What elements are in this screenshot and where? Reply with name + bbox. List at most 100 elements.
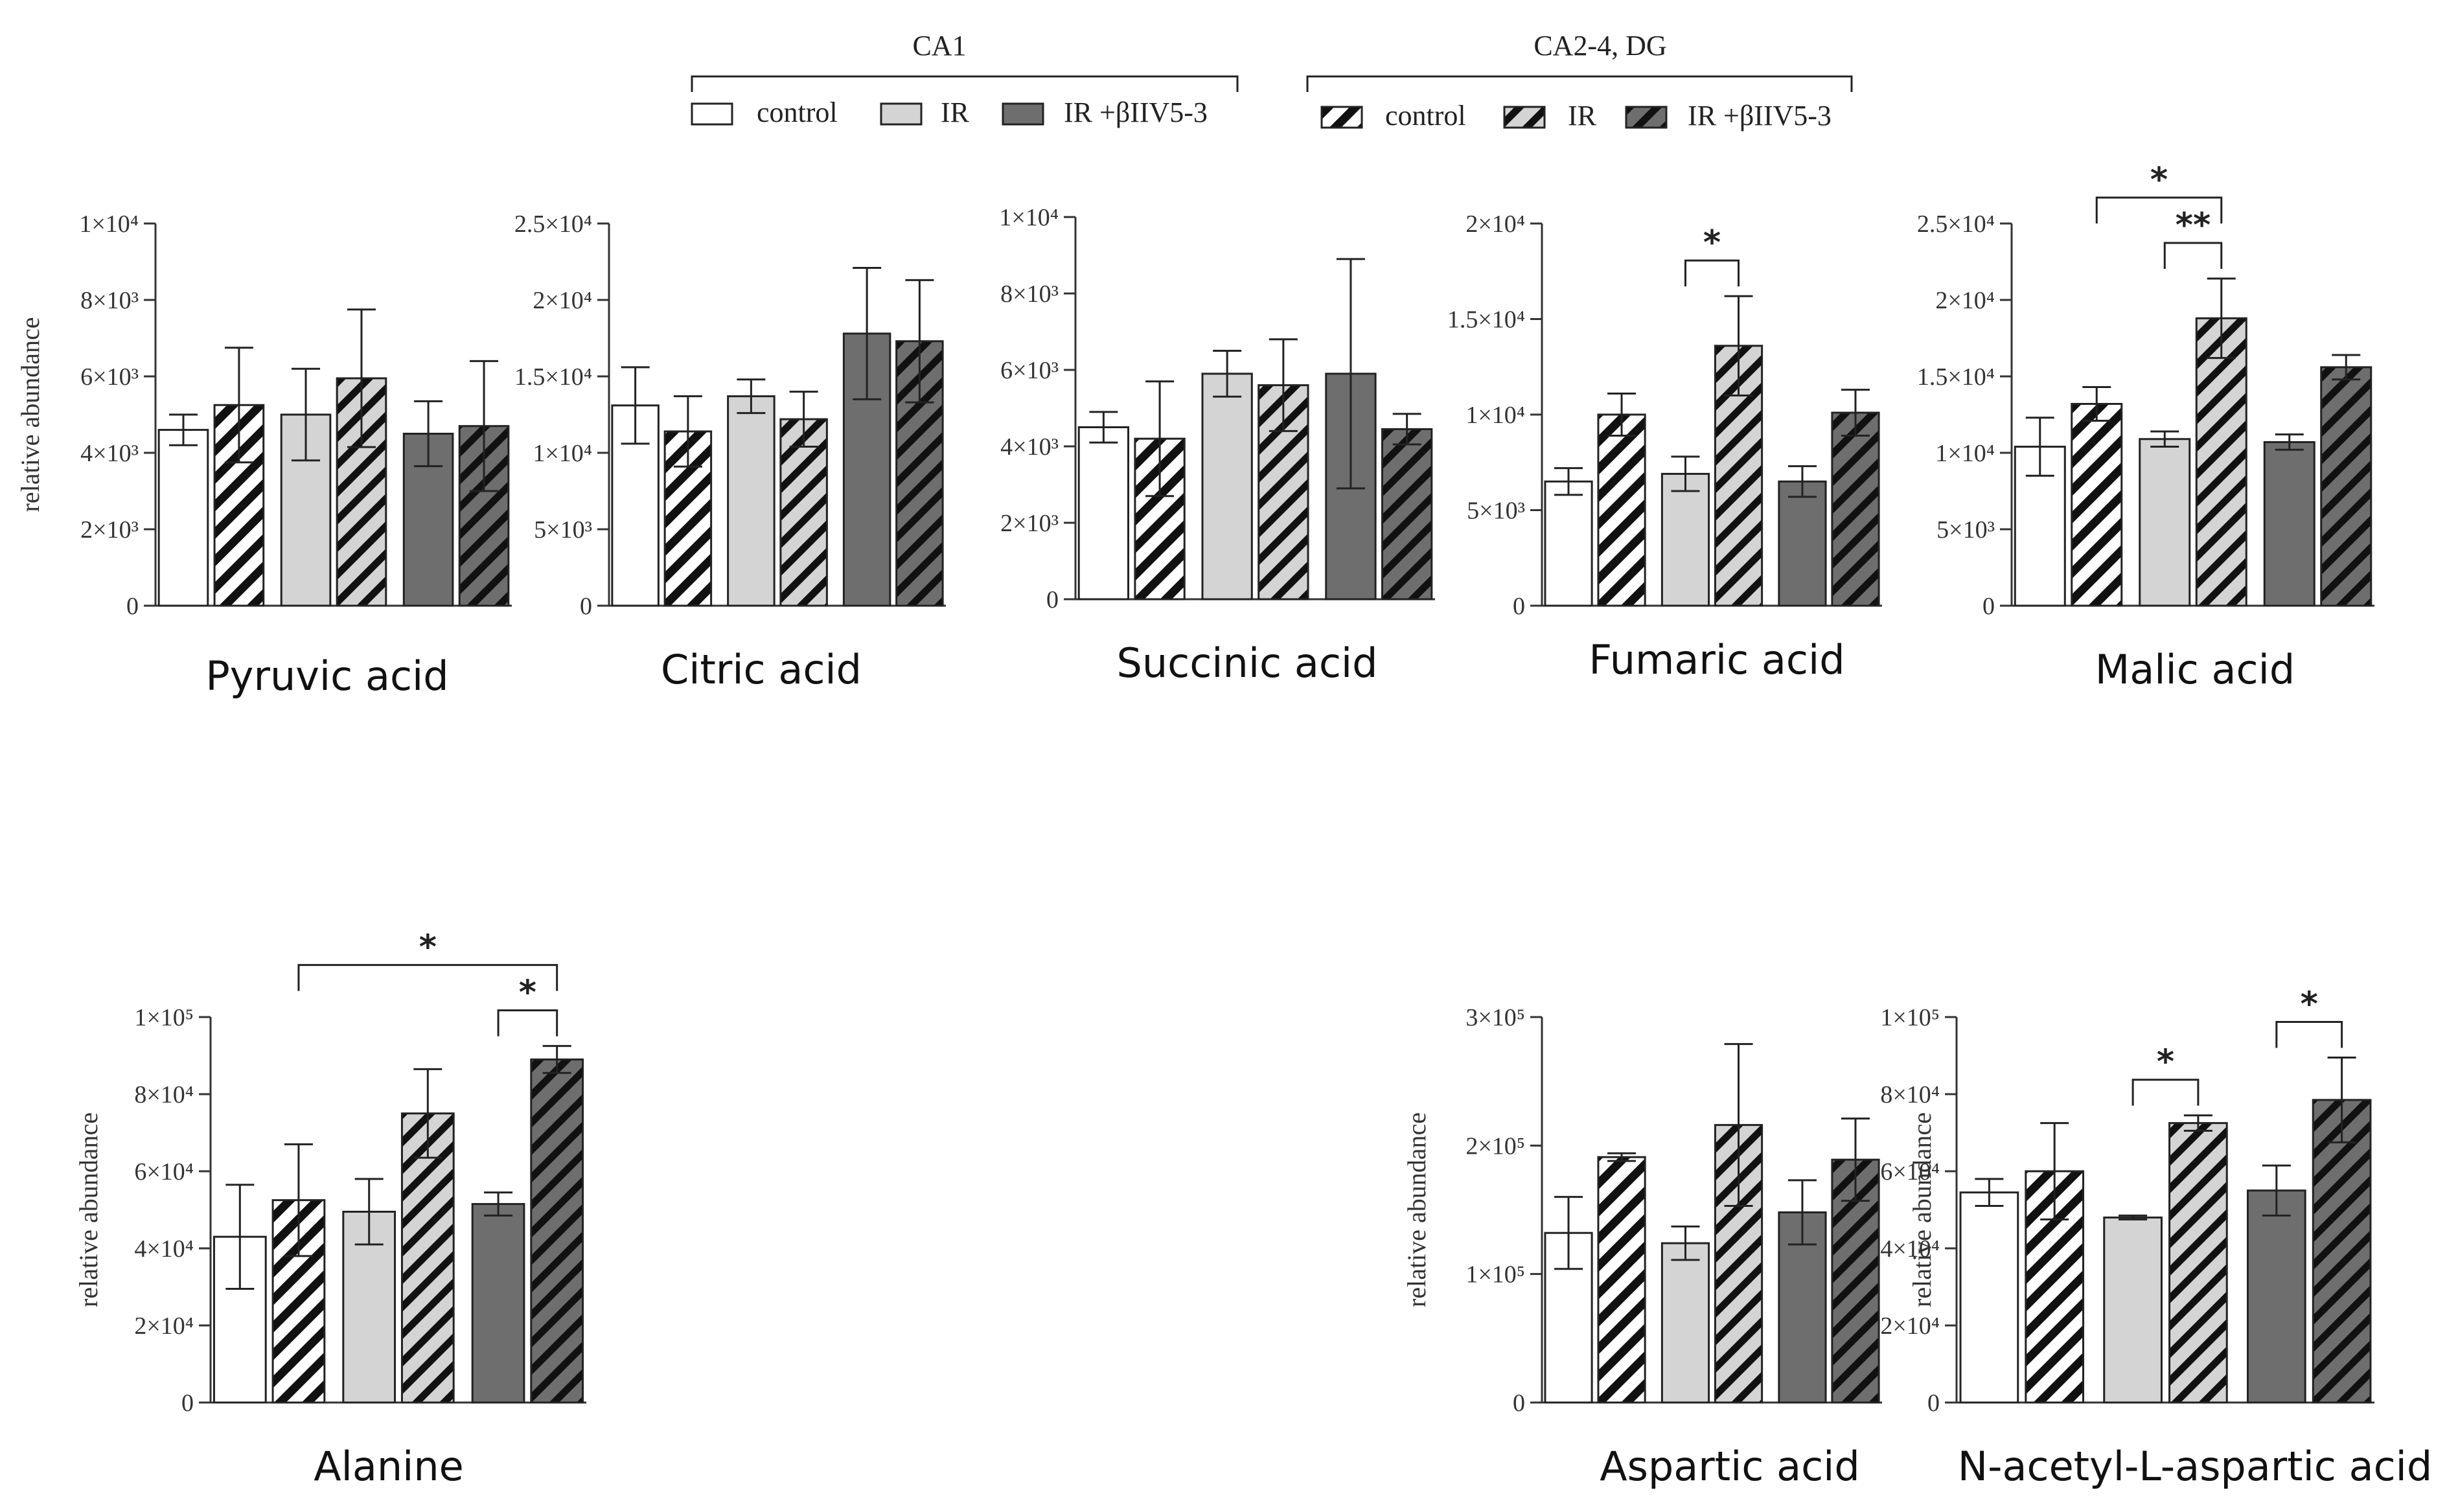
y-tick-label: 0 [1513,593,1525,620]
y-tick-label: 0 [126,593,139,620]
y-tick-label: 8×10³ [80,287,139,314]
legend-ca24-irb-label: IR +βIIV5-3 [1688,100,1832,132]
significance-mark: * [419,928,437,967]
y-tick-label: 2×10⁴ [1465,211,1525,238]
legend-ca24: CA2-4, DG control IR IR +βIIV5-3 [1306,30,1853,132]
chart-title: Aspartic acid [1600,1443,1860,1490]
bar [157,429,209,607]
y-tick-label: 0 [580,593,592,620]
charts-container: 0 2×10³ 4×10³ 6×10³ 8×10³ 1×10⁴ relative abund… [16,161,2432,1490]
bar [2195,317,2247,607]
y-tick-label: 6×10⁴ [1880,1158,1940,1186]
y-axis-title: relative abundance [74,1112,103,1307]
legend-ca24-control-label: control [1385,100,1466,132]
bar [779,418,828,607]
legend-ca24-control-swatch [1320,106,1363,129]
significance-bracket [2163,242,2223,269]
chart-title: Malic acid [2095,646,2295,693]
bar [2103,1216,2163,1404]
y-tick-label: 2.5×10⁴ [514,211,592,238]
bar [530,1058,584,1404]
y-tick-label: 3×10⁵ [1465,1004,1525,1031]
y-tick-label: 8×10⁴ [1880,1081,1940,1108]
y-tick-label: 2.5×10⁴ [1917,211,1995,238]
y-tick-label: 6×10³ [1000,357,1059,384]
y-tick-label: 5×10³ [1467,498,1525,525]
y-tick-label: 2×10⁴ [1935,287,1995,314]
bar [471,1203,525,1404]
chart-panel-3: 0 2×10³ 4×10³ 6×10³ 8×10³ 1×10⁴ Succinic acid [999,204,1435,687]
bar [1201,372,1253,601]
y-tick-label: 2×10³ [1000,510,1059,537]
legend-ca24-title: CA2-4, DG [1534,30,1666,62]
y-tick-label: 0 [181,1390,194,1417]
bar [402,433,454,607]
y-tick-label: 1×10⁵ [1880,1004,1940,1031]
y-tick-label: 1×10⁵ [1465,1261,1525,1289]
significance-mark: * [1703,223,1721,262]
y-axis-title: relative abundance [1907,1112,1936,1307]
legend-ca1-irb-label: IR +βIIV5-3 [1064,97,1208,128]
legend-ca24-bracket [1306,75,1853,92]
bar [458,425,510,607]
significance-bracket [2095,196,2223,223]
legend-ca1-control-swatch [691,102,733,126]
significance-bracket [497,1009,558,1037]
significance-bracket [1684,259,1740,287]
chart-title: Citric acid [661,646,862,693]
chart-panel-5: 0 5×10³ 1×10⁴ 1.5×10⁴ 2×10⁴ 2.5×10⁴ *** Malic a… [1917,161,2374,693]
bar [1597,413,1646,607]
y-tick-label: 0 [1982,593,1995,620]
y-tick-label: 8×10⁴ [134,1081,194,1108]
y-tick-label: 4×10³ [80,440,139,467]
chart-title: Pyruvic acid [205,652,448,700]
y-tick-label: 6×10⁴ [134,1158,194,1186]
y-tick-label: 4×10³ [1000,433,1059,461]
y-tick-label: 1×10⁴ [533,440,592,467]
y-tick-label: 4×10⁴ [1880,1235,1940,1263]
bar [2263,441,2315,607]
legend-ca1-control-label: control [757,97,838,128]
y-axis-title: relative abundance [1402,1112,1431,1307]
y-tick-label: 1×10⁴ [999,204,1059,231]
bar [727,395,775,607]
legend-ca1-irb-swatch [1002,102,1044,126]
bar [1077,426,1130,601]
legend-ca1-ir-swatch [880,102,923,126]
bar [2246,1189,2306,1404]
y-axis-title: relative abundance [16,317,45,512]
legend: CA1 control IR IR +βIIV5-3 CA2-4, DG con… [691,30,1853,132]
y-tick-label: 2×10⁴ [533,287,592,314]
significance-bracket [297,964,558,991]
bar [1778,480,1827,607]
significance-bracket [2275,1020,2343,1048]
significance-mark: * [2150,161,2168,200]
legend-ca24-ir-label: IR [1568,100,1597,132]
chart-title: Fumaric acid [1589,636,1844,683]
significance-mark: ** [2176,206,2211,245]
chart-title: N-acetyl-L-aspartic acid [1958,1443,2433,1490]
significance-mark: * [519,974,536,1013]
y-tick-label: 1×10⁵ [134,1004,194,1031]
legend-ca24-ir-swatch [1503,106,1546,129]
bar [2139,438,2191,607]
bar [1660,472,1710,607]
chart-panel-4: 0 5×10³ 1×10⁴ 1.5×10⁴ 2×10⁴ * Fumaric acid [1447,211,1882,683]
chart-panel-6: 0 2×10⁴ 4×10⁴ 6×10⁴ 8×10⁴ 1×10⁵ relative abund… [74,928,586,1490]
y-tick-label: 0 [1927,1390,1940,1417]
chart-panel-1: 0 2×10³ 4×10³ 6×10³ 8×10³ 1×10⁴ relative abund… [16,211,512,700]
y-tick-label: 4×10⁴ [134,1235,194,1263]
bar [2071,402,2123,607]
legend-ca1-bracket [691,75,1239,92]
legend-ca1-title: CA1 [912,30,966,62]
chart-title: Succinic acid [1116,639,1377,687]
legend-ca1: CA1 control IR IR +βIIV5-3 [691,30,1239,128]
bar [2320,366,2372,607]
y-tick-label: 1×10⁴ [1465,402,1525,429]
bar [2168,1122,2228,1404]
y-tick-label: 0 [1513,1390,1525,1417]
y-tick-label: 1.5×10⁴ [514,363,592,391]
y-tick-label: 2×10⁴ [1880,1312,1940,1340]
chart-panel-7: 0 1×10⁵ 2×10⁵ 3×10⁵ relative abundance Aspart… [1402,1004,1882,1490]
